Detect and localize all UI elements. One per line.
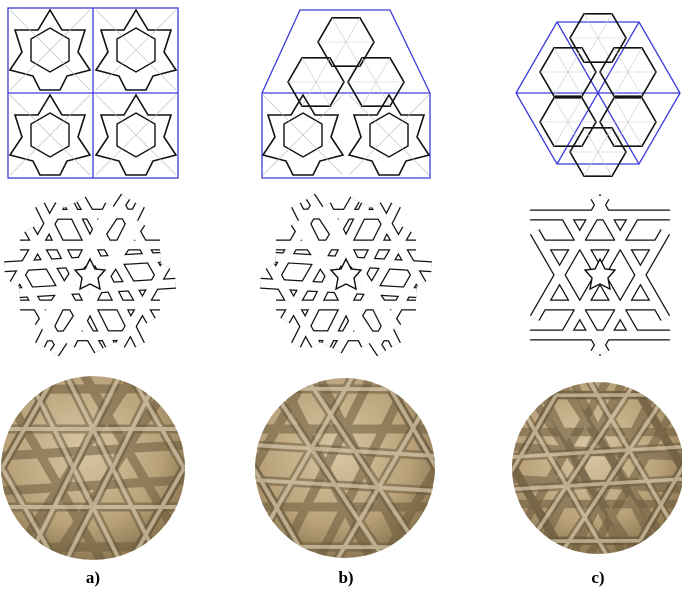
stone-photo-c: [512, 382, 682, 554]
construction-c: [515, 12, 681, 177]
panel-label: c): [591, 568, 604, 587]
stone-photo-a: [1, 376, 185, 560]
stone-photo-b: [255, 378, 435, 558]
panel-label: b): [338, 568, 353, 587]
construction-a: [7, 7, 179, 179]
interlace-b: [250, 179, 441, 370]
panel-label: a): [86, 568, 100, 587]
construction-b: [261, 9, 431, 179]
interlace-a: [0, 179, 186, 370]
interlace-c: [529, 194, 671, 356]
